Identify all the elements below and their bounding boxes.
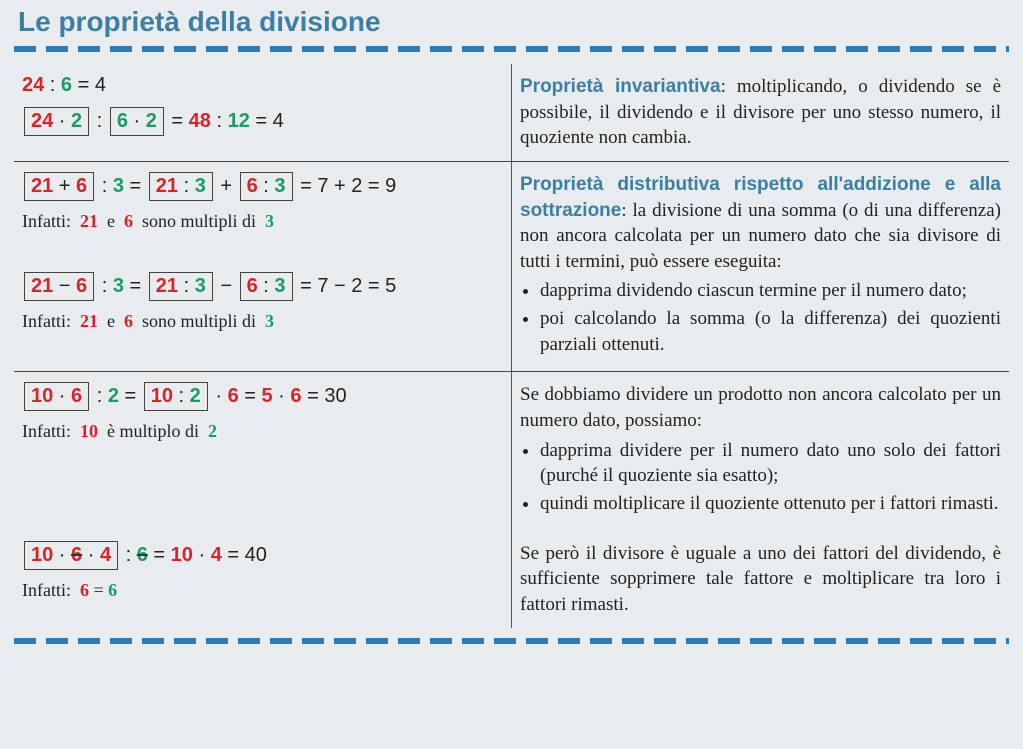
description-cell: Proprietà distributiva rispetto all'addi…: [512, 161, 1010, 371]
divider-top: [14, 46, 1009, 52]
expression-cell: 10 · 6 : 2 = 10 : 2 · 6 = 5 · 6 = 30Infa…: [14, 372, 512, 531]
section-row: 10 · 6 · 4 : 6 = 10 · 4 = 40Infatti: 6 =…: [14, 531, 1009, 628]
section-row: 10 · 6 : 2 = 10 : 2 · 6 = 5 · 6 = 30Infa…: [14, 372, 1009, 531]
section-row: 24 : 6 = 424 · 2 : 6 · 2 = 48 : 12 = 4Pr…: [14, 64, 1009, 161]
expression-cell: 24 : 6 = 424 · 2 : 6 · 2 = 48 : 12 = 4: [14, 64, 512, 161]
description-cell: Se dobbiamo dividere un prodotto non anc…: [512, 372, 1010, 531]
expression-cell: 10 · 6 · 4 : 6 = 10 · 4 = 40Infatti: 6 =…: [14, 531, 512, 628]
math-properties-page: Le proprietà della divisione 24 : 6 = 42…: [0, 0, 1023, 670]
description-cell: Se però il divisore è uguale a uno dei f…: [512, 531, 1010, 628]
description-cell: Proprietà invariantiva: moltiplicando, o…: [512, 64, 1010, 161]
divider-bottom: [14, 638, 1009, 644]
page-title: Le proprietà della divisione: [14, 0, 1009, 42]
expression-cell: 21 + 6 : 3 = 21 : 3 + 6 : 3 = 7 + 2 = 9I…: [14, 161, 512, 371]
content-table: 24 : 6 = 424 · 2 : 6 · 2 = 48 : 12 = 4Pr…: [14, 64, 1009, 628]
section-row: 21 + 6 : 3 = 21 : 3 + 6 : 3 = 7 + 2 = 9I…: [14, 161, 1009, 371]
